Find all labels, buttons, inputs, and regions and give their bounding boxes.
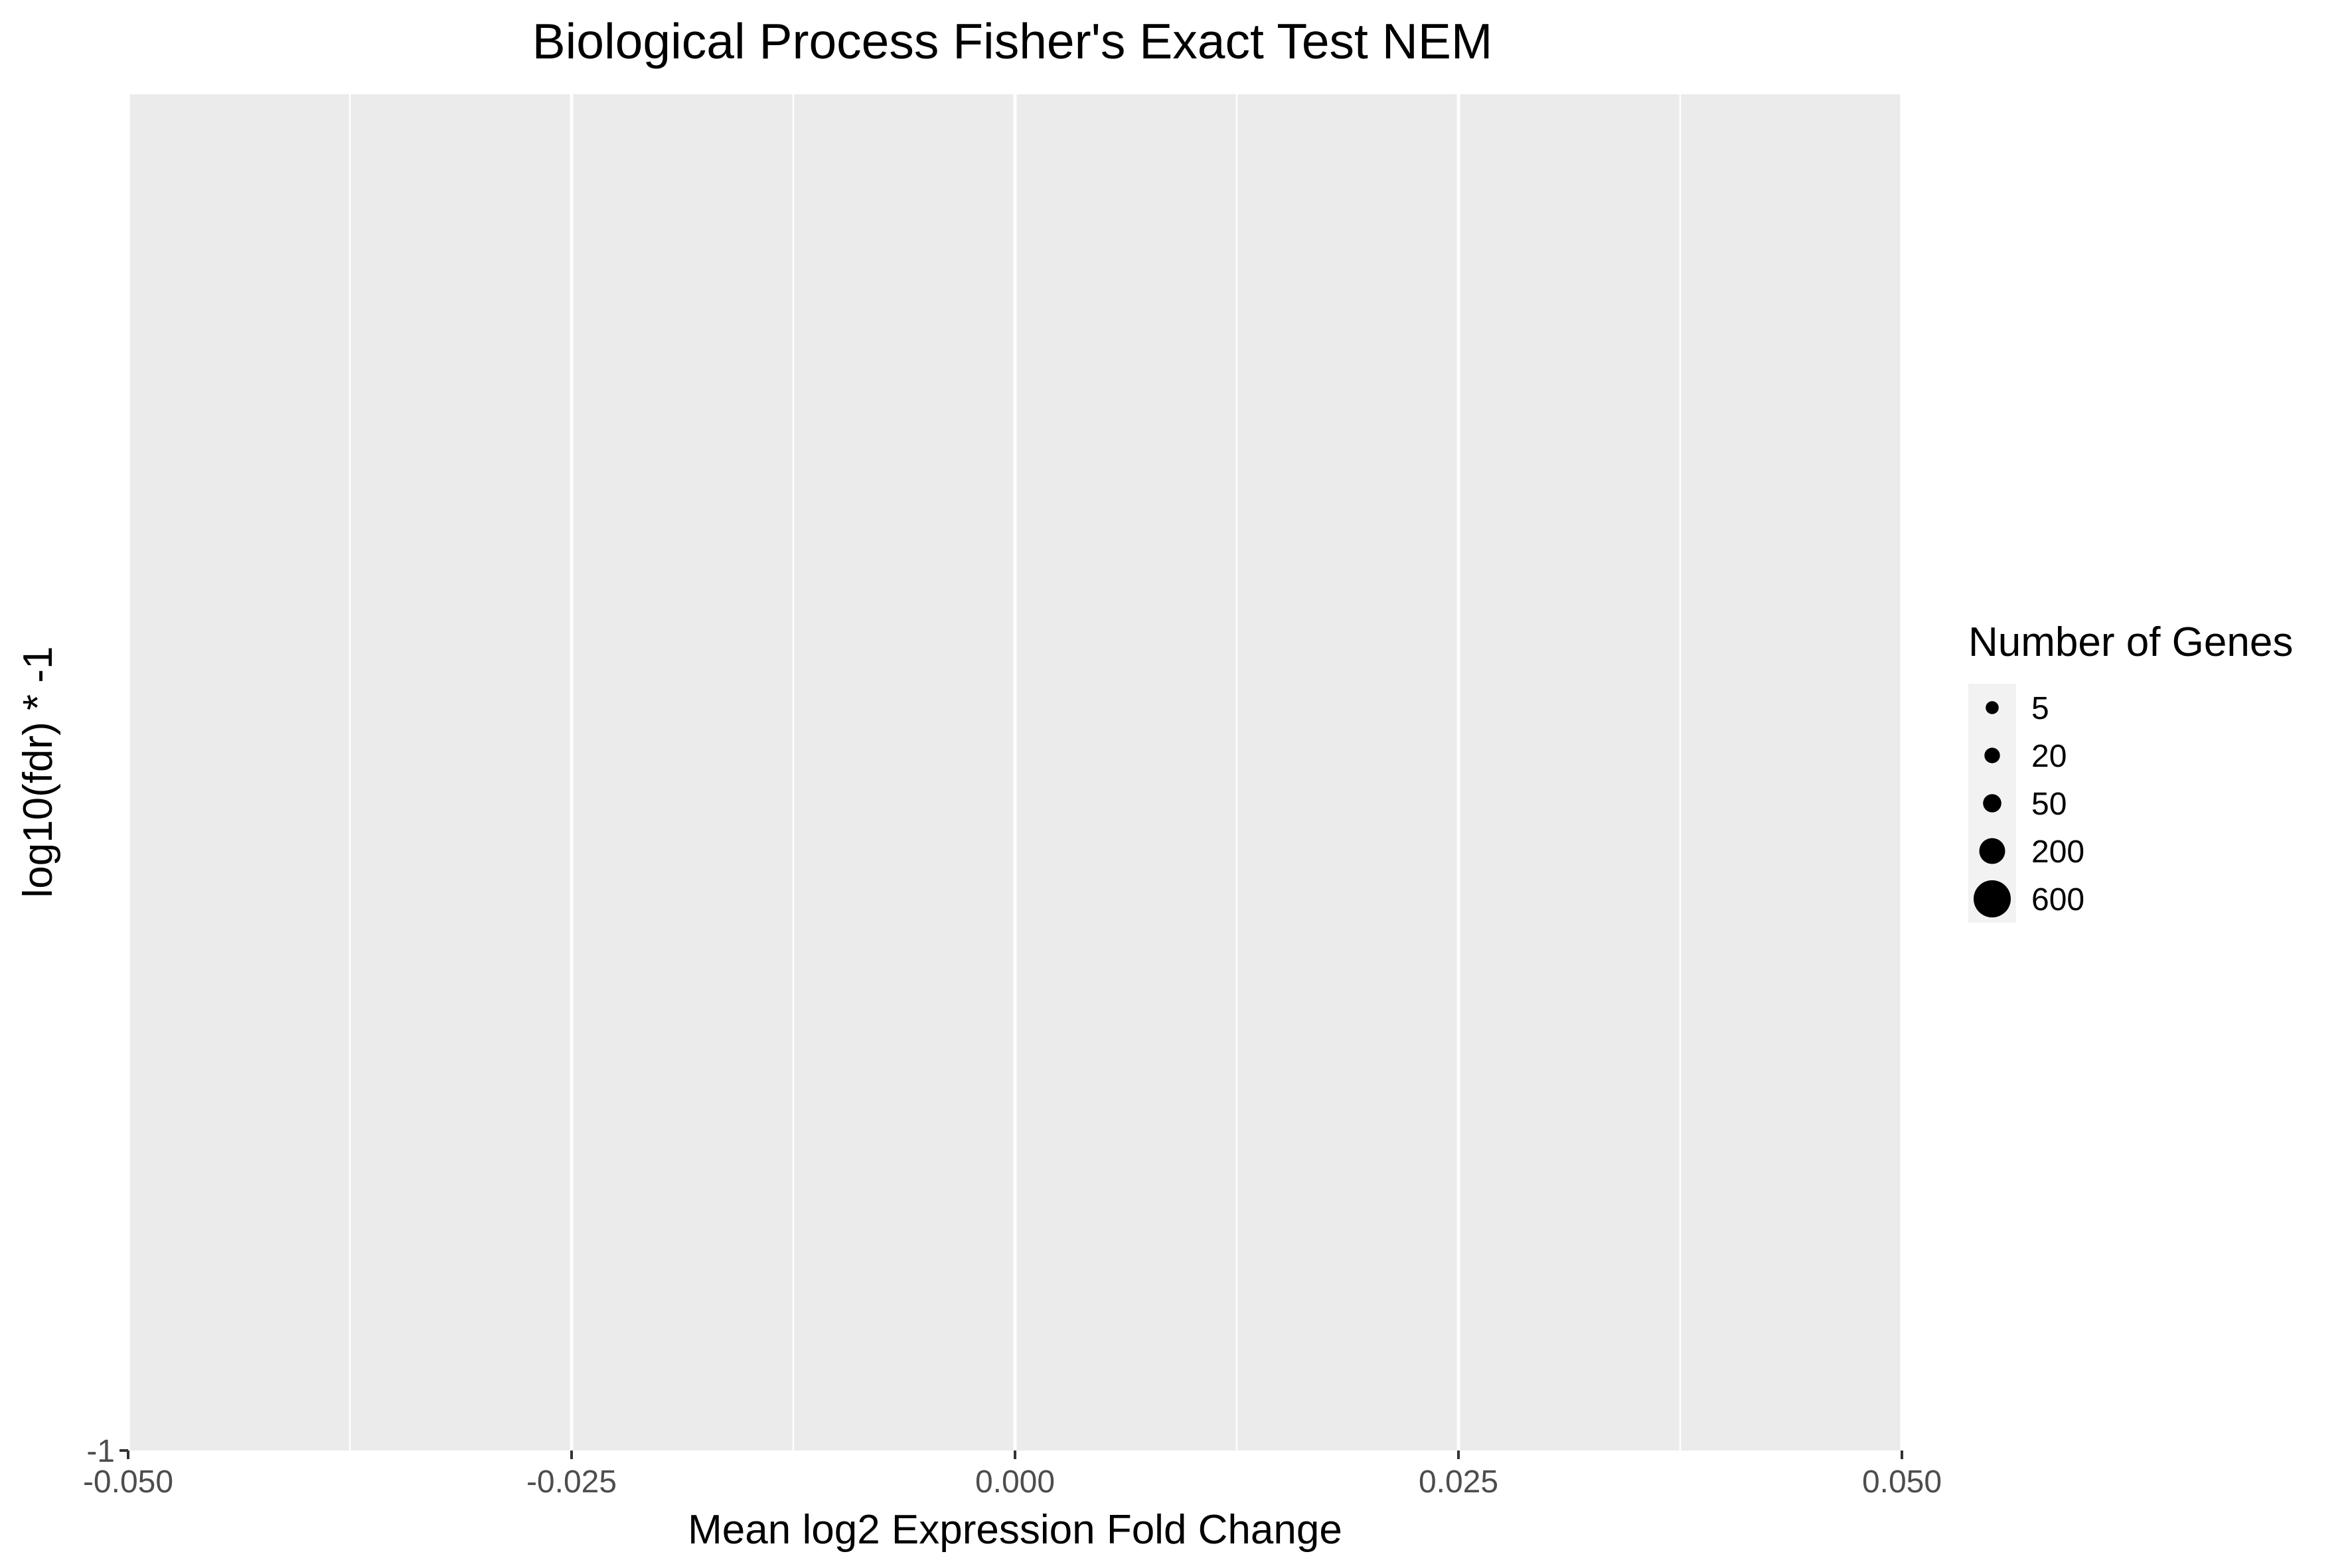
legend-entry-label: 200 [2031,834,2084,870]
legend-entry-label: 20 [2031,739,2067,774]
y-tick-label: -1 [86,1434,115,1469]
legend-entry-label: 50 [2031,787,2067,822]
legend-entry-label: 600 [2031,882,2084,917]
grid-major [126,94,1904,1450]
y-axis-title: log10(fdr) * -1 [15,646,61,898]
legend-key-point [1979,838,2005,864]
legend: Number of Genes 5 20 50 200 600 [1968,619,2293,923]
legend-key-point [1986,701,1999,714]
x-tick-label: -0.025 [526,1464,617,1500]
x-tick-label: 0.000 [975,1464,1055,1500]
legend-key-point [1974,880,2011,917]
x-tick-label: 0.050 [1862,1464,1942,1500]
legend-key-point [1984,747,2000,763]
legend-entry-label: 5 [2031,691,2049,726]
x-tick-label: 0.025 [1419,1464,1498,1500]
legend-title: Number of Genes [1968,619,2293,665]
legend-entries: 5 20 50 200 600 [1974,691,2084,917]
grid-minor [349,94,1682,1450]
x-axis: -0.050 -0.025 0.000 0.025 0.050 [83,1450,1942,1500]
x-tick-label: -0.050 [83,1464,173,1500]
y-axis: -1 [86,1434,128,1469]
x-axis-title: Mean log2 Expression Fold Change [688,1507,1342,1553]
legend-key-point [1983,794,2001,813]
chart-title: Biological Process Fisher's Exact Test N… [532,13,1493,69]
